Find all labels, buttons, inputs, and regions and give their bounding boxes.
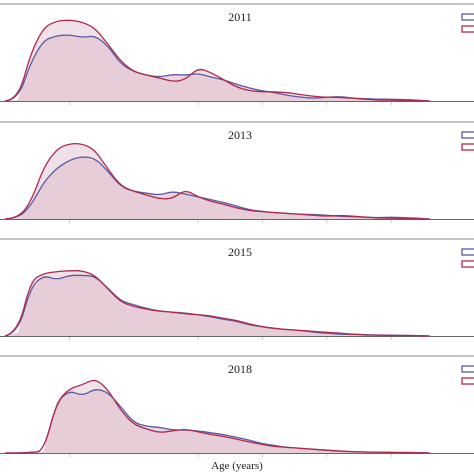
panel-2013: 2013 [0,121,474,223]
legend-swatch-1 [461,13,474,21]
x-axis-label: Age (years) [211,460,263,472]
density-fill-2 [5,20,430,101]
legend-swatch-1 [461,248,474,256]
panel-2011: 2011 [0,3,474,105]
legend-swatch-1 [461,365,474,373]
panel-2018: 2018 [0,355,474,457]
density-fill-2 [5,270,430,336]
density-line-2 [4,270,430,337]
legend-swatch-2 [461,377,474,385]
panel-title: 2015 [228,245,252,259]
legend-swatch-2 [461,25,474,33]
panel-title: 2013 [228,128,252,142]
density-line-2 [4,142,430,220]
legend-swatch-2 [461,143,474,151]
legend-swatch-1 [461,131,474,139]
panels-group: 2011 2013 2015 2018 [0,3,474,457]
density-line-2 [4,379,430,454]
legend-swatch-2 [461,260,474,268]
panel-title: 2011 [228,10,252,24]
density-line-2 [4,19,430,102]
panel-2015: 2015 [0,238,474,340]
density-fill-2 [5,143,430,219]
panel-title: 2018 [228,362,252,376]
